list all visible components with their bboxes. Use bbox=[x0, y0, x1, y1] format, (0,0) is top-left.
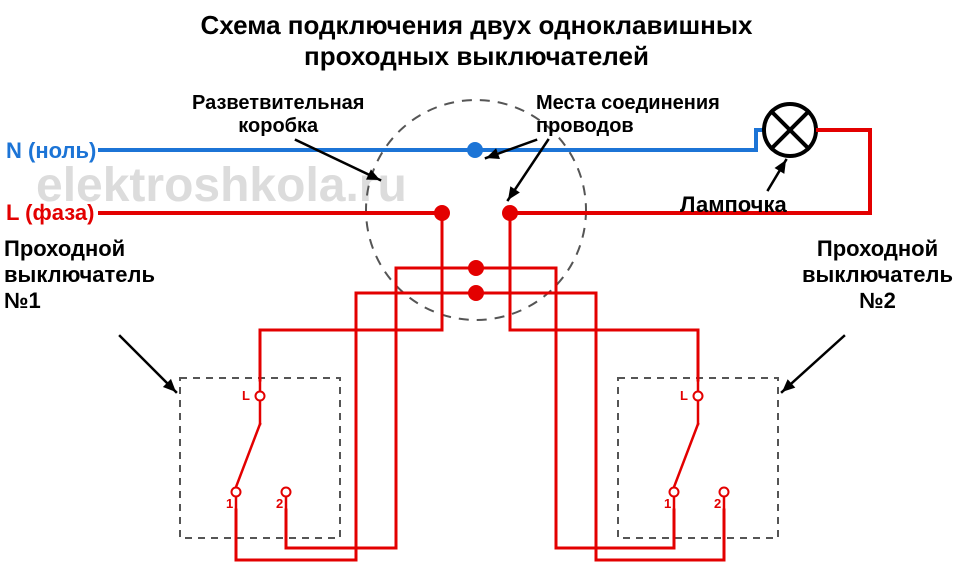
wire-junctions-label: Места соединенияпроводов bbox=[536, 92, 720, 138]
live-label: L (фаза) bbox=[6, 200, 94, 226]
neutral-label: N (ноль) bbox=[6, 138, 96, 164]
sw2-t1-label: 1 bbox=[664, 496, 671, 511]
sw2-t2-label: 2 bbox=[714, 496, 721, 511]
lamp-label: Лампочка bbox=[680, 192, 787, 218]
sw1-t1-label: 1 bbox=[226, 496, 233, 511]
junction-box-label: Разветвительнаякоробка bbox=[192, 92, 364, 138]
sw1-t2-label: 2 bbox=[276, 496, 283, 511]
sw1-L-label: L bbox=[242, 388, 250, 403]
sw2-L-label: L bbox=[680, 388, 688, 403]
switch2-label: Проходнойвыключатель№2 bbox=[802, 236, 953, 314]
switch1-label: Проходнойвыключатель№1 bbox=[4, 236, 155, 314]
